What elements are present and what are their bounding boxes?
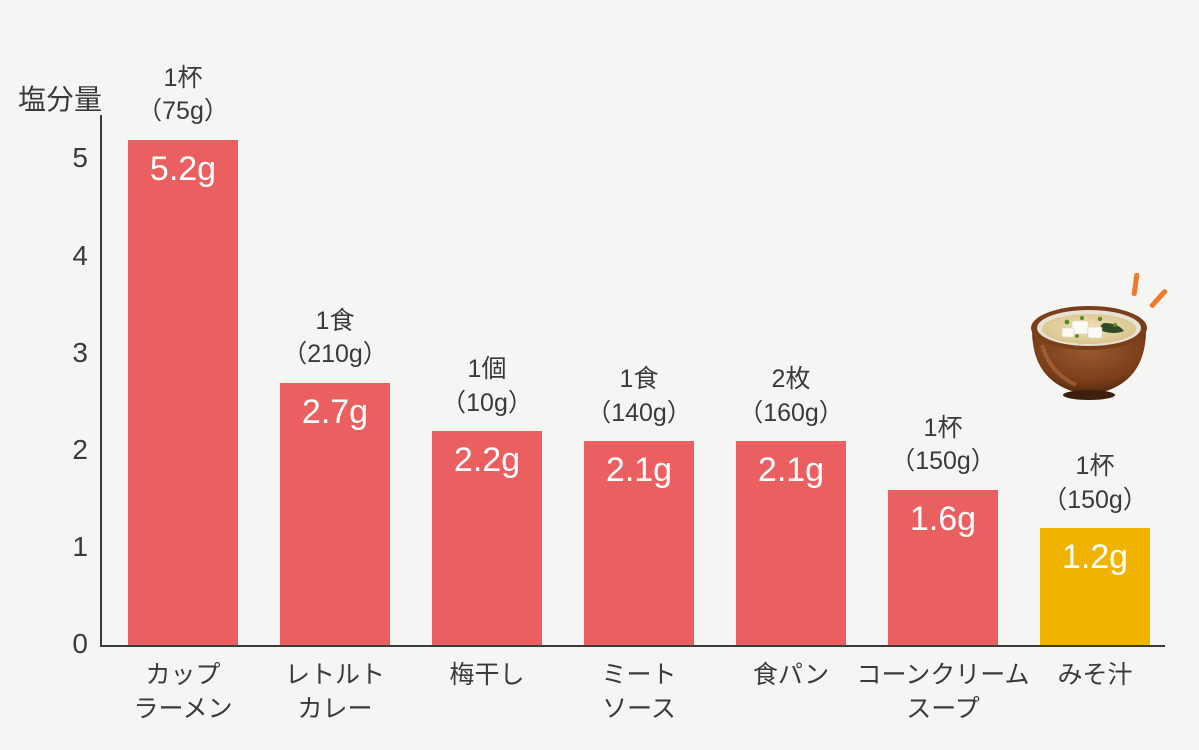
- y-tick: 1: [48, 531, 88, 563]
- bar-value: 2.7g: [280, 393, 390, 432]
- serving-size: 1杯 （150g）: [863, 412, 1023, 480]
- y-tick: 2: [48, 434, 88, 466]
- serving-size: 1杯 （75g）: [103, 62, 263, 130]
- y-tick: 3: [48, 337, 88, 369]
- y-tick: 4: [48, 240, 88, 272]
- y-axis-title: 塩分量: [18, 78, 102, 118]
- bar-value: 1.6g: [888, 500, 998, 539]
- y-tick: 0: [48, 628, 88, 660]
- bar-value: 2.2g: [432, 441, 542, 480]
- bar-value: 5.2g: [128, 150, 238, 189]
- x-axis-label: みそ汁: [995, 659, 1195, 693]
- bar-value: 2.1g: [736, 451, 846, 490]
- serving-size: 1食 （210g）: [255, 305, 415, 373]
- serving-size: 1個 （10g）: [407, 353, 567, 421]
- miso-soup-icon: [1022, 295, 1157, 400]
- bar: [128, 140, 238, 645]
- serving-size: 1食 （140g）: [559, 363, 719, 431]
- y-axis-line: [100, 115, 102, 645]
- serving-size: 1杯 （150g）: [1015, 450, 1175, 518]
- bar-value: 2.1g: [584, 451, 694, 490]
- serving-size: 2枚 （160g）: [711, 363, 871, 431]
- x-axis-line: [100, 645, 1165, 647]
- bar-value: 1.2g: [1040, 538, 1150, 577]
- y-tick: 5: [48, 142, 88, 174]
